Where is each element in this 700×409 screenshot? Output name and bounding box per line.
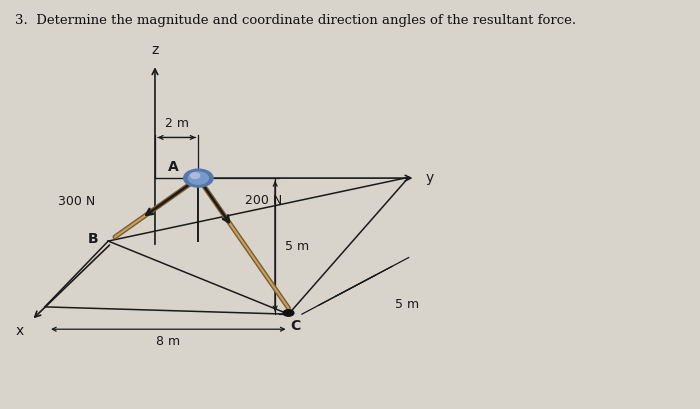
Text: B: B: [88, 232, 98, 246]
Text: 5 m: 5 m: [395, 297, 419, 310]
Text: 5 m: 5 m: [285, 240, 309, 253]
Circle shape: [190, 173, 199, 178]
Text: 200 N: 200 N: [245, 194, 282, 207]
Text: A: A: [167, 160, 178, 174]
Text: x: x: [15, 324, 23, 338]
Text: y: y: [426, 171, 434, 185]
Circle shape: [183, 169, 213, 187]
Text: 2 m: 2 m: [164, 117, 189, 130]
Circle shape: [284, 310, 294, 316]
Text: 300 N: 300 N: [57, 195, 95, 208]
Text: 8 m: 8 m: [156, 335, 181, 348]
Text: z: z: [151, 43, 159, 57]
Text: 3.  Determine the magnitude and coordinate direction angles of the resultant for: 3. Determine the magnitude and coordinat…: [15, 13, 576, 27]
Text: C: C: [290, 319, 300, 333]
Circle shape: [188, 172, 209, 184]
